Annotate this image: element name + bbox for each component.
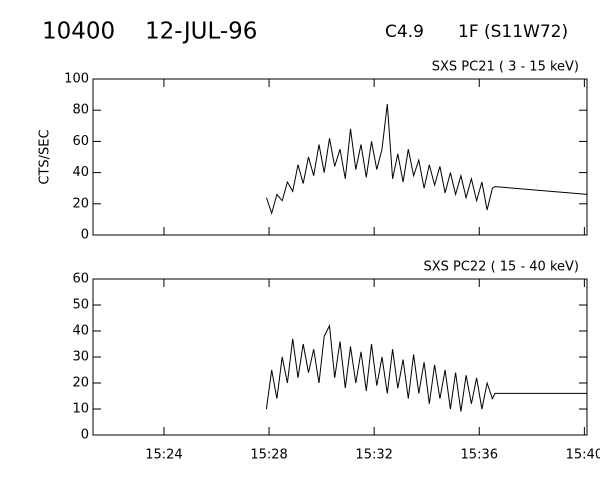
y-tick-label: 20 — [72, 196, 89, 211]
plot-frame — [92, 78, 588, 236]
date: 12-JUL-96 — [145, 19, 257, 45]
plot-frame — [92, 278, 588, 436]
y-axis-label: CTS/SEC — [38, 129, 53, 184]
y-tick-label: 50 — [72, 298, 89, 313]
x-tick-label: 15:40 — [566, 448, 600, 463]
x-tick-label: 15:36 — [461, 448, 498, 463]
panel-title: SXS PC21 ( 3 - 15 keV) — [432, 60, 579, 75]
y-tick-label: 10 — [72, 402, 89, 417]
panel-title: SXS PC22 ( 15 - 40 keV) — [423, 260, 579, 275]
x-tick-label: 15:24 — [145, 448, 182, 463]
y-tick-label: 80 — [72, 103, 89, 118]
y-tick-label: 0 — [81, 428, 89, 443]
x-tick-label: 15:28 — [250, 448, 287, 463]
data-line — [265, 103, 588, 215]
y-tick-label: 60 — [72, 272, 89, 287]
x-tick-label: 15:32 — [355, 448, 392, 463]
y-tick-label: 100 — [64, 72, 89, 87]
data-line — [265, 324, 587, 412]
y-tick-label: 40 — [72, 165, 89, 180]
y-tick-label: 30 — [72, 350, 89, 365]
y-tick-label: 0 — [81, 228, 89, 243]
y-tick-label: 60 — [72, 134, 89, 149]
y-tick-label: 20 — [72, 376, 89, 391]
flare: 1F (S11W72) — [458, 22, 568, 42]
flare-class: C4.9 — [385, 22, 424, 42]
region: 10400 — [42, 19, 115, 45]
y-tick-label: 40 — [72, 324, 89, 339]
